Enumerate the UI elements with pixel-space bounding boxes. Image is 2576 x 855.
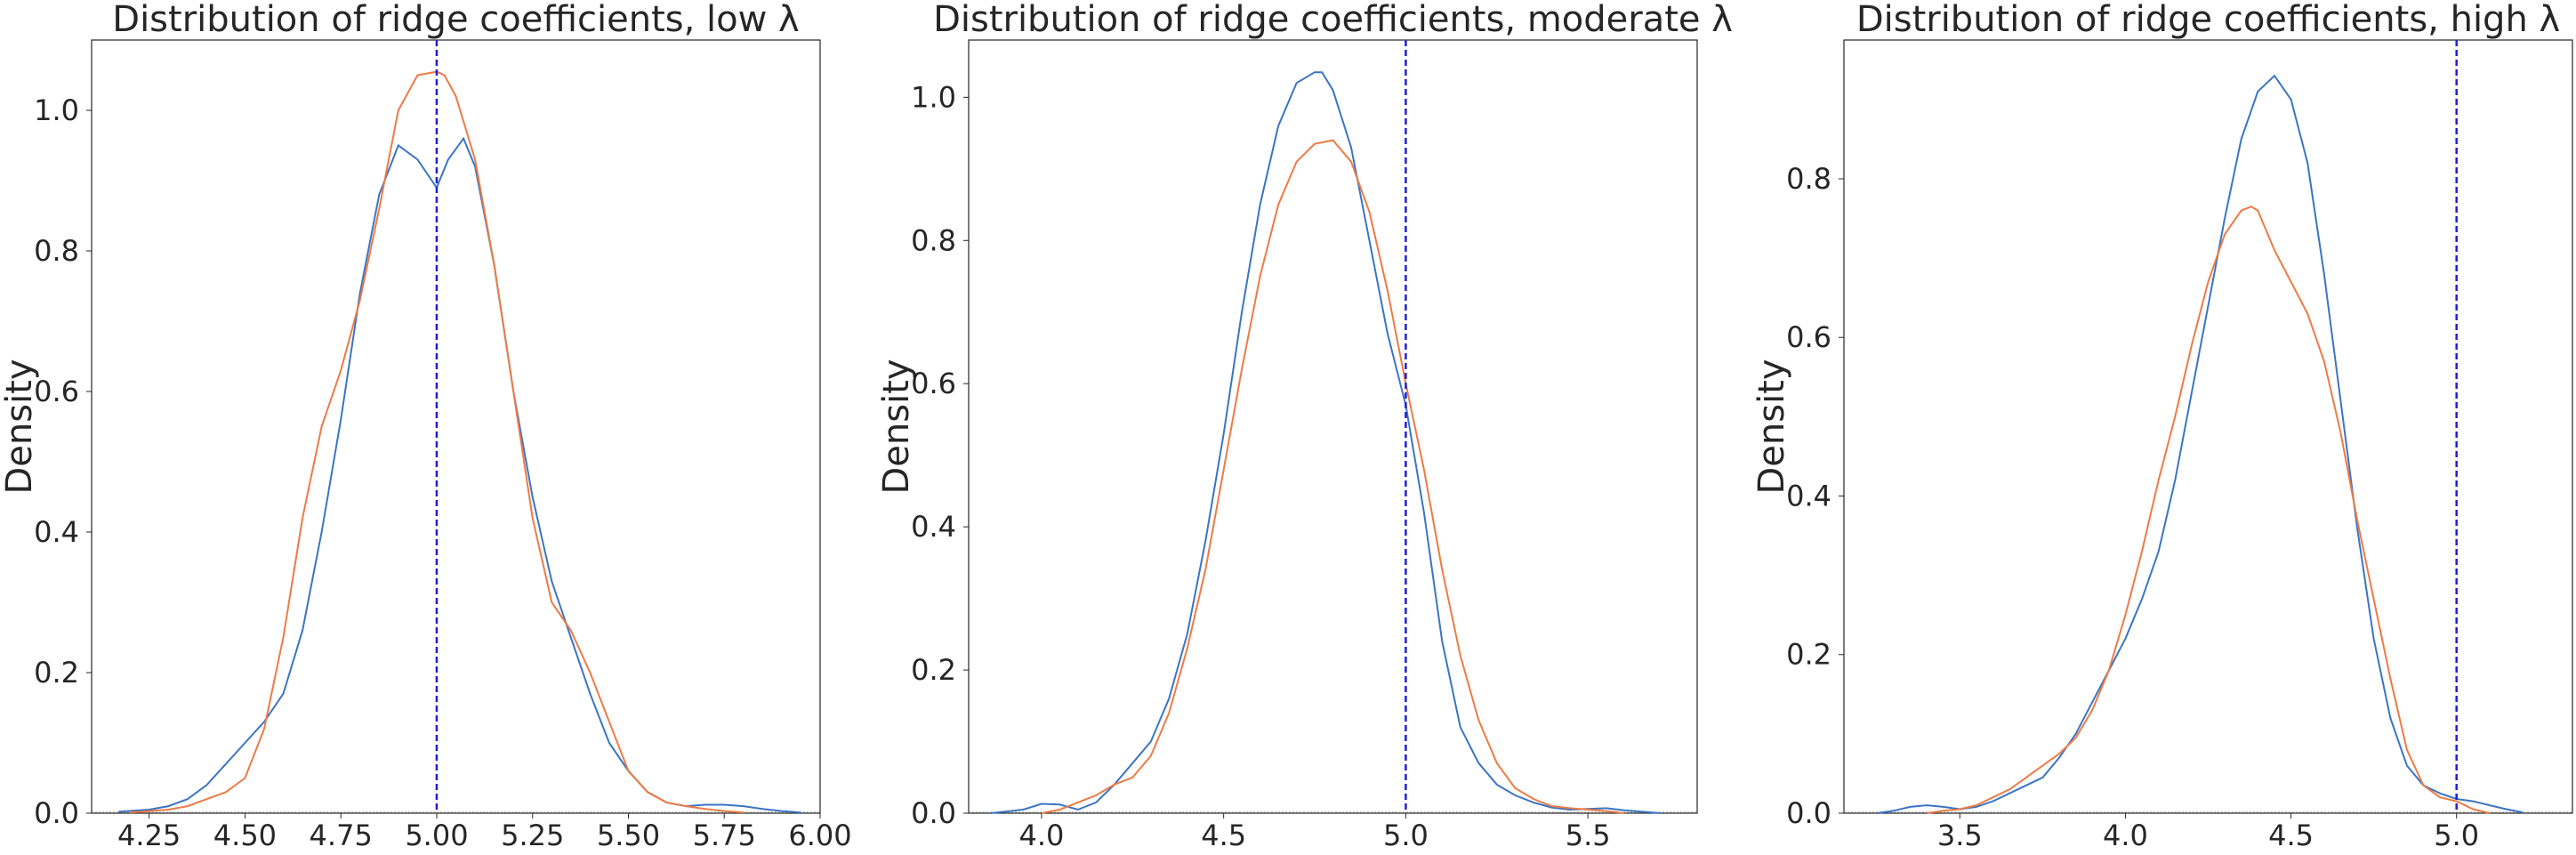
chart-title: Distribution of ridge coefficients, mode… xyxy=(933,0,1733,40)
x-tick-label: 5.00 xyxy=(405,819,468,852)
x-tick-label: 5.0 xyxy=(2434,819,2479,852)
subplot-1: Distribution of ridge coefficients, low … xyxy=(0,0,852,852)
y-tick-label: 0.4 xyxy=(34,515,79,549)
density-curve-1 xyxy=(1877,74,2524,814)
y-tick-label: 1.0 xyxy=(911,80,956,114)
plot-frame xyxy=(1843,39,2573,814)
x-tick-label: 4.50 xyxy=(213,819,277,852)
x-tick-label: 5.5 xyxy=(1566,819,1611,852)
y-tick-label: 0.4 xyxy=(1786,479,1831,512)
chart-title: Distribution of ridge coefficients, high… xyxy=(1856,0,2560,40)
x-tick-label: 4.0 xyxy=(1018,819,1064,852)
x-tick-label: 4.5 xyxy=(2268,819,2314,852)
x-tick-label: 3.5 xyxy=(1937,819,1983,852)
x-tick-label: 6.00 xyxy=(788,819,851,852)
density-curve-1 xyxy=(990,71,1662,814)
subplot-3: Distribution of ridge coefficients, high… xyxy=(1751,0,2573,852)
x-tick-label: 5.0 xyxy=(1383,819,1429,852)
density-curve-2 xyxy=(1926,206,2491,814)
x-tick-label: 4.5 xyxy=(1201,819,1246,852)
y-tick-label: 0.8 xyxy=(911,223,956,257)
y-tick-label: 1.0 xyxy=(34,93,79,127)
y-tick-label: 0.0 xyxy=(34,796,79,830)
y-tick-label: 0.6 xyxy=(1786,320,1831,354)
x-tick-label: 5.25 xyxy=(501,819,564,852)
x-tick-label: 4.0 xyxy=(2103,819,2148,852)
y-tick-label: 0.2 xyxy=(34,656,79,690)
y-tick-label: 0.0 xyxy=(1786,796,1831,830)
density-curve-1 xyxy=(118,136,801,814)
density-curve-2 xyxy=(130,70,744,814)
y-tick-label: 0.6 xyxy=(911,367,956,400)
y-axis-label: Density xyxy=(876,359,917,494)
y-tick-label: 0.4 xyxy=(911,510,956,544)
y-tick-label: 0.2 xyxy=(1786,638,1831,672)
y-tick-label: 0.2 xyxy=(911,653,956,687)
y-tick-label: 0.6 xyxy=(34,375,79,408)
plot-frame xyxy=(968,39,1698,814)
x-tick-label: 5.50 xyxy=(597,819,660,852)
x-tick-label: 5.75 xyxy=(693,819,756,852)
x-tick-label: 4.25 xyxy=(117,819,181,852)
y-tick-label: 0.8 xyxy=(1786,162,1831,196)
y-tick-label: 0.0 xyxy=(911,796,956,830)
chart-title: Distribution of ridge coefficients, low … xyxy=(112,0,799,40)
x-tick-label: 4.75 xyxy=(310,819,373,852)
density-curve-2 xyxy=(1041,139,1625,814)
y-axis-label: Density xyxy=(1751,359,1792,494)
y-axis-label: Density xyxy=(0,359,40,494)
y-tick-label: 0.8 xyxy=(34,234,79,268)
plot-frame xyxy=(91,39,821,814)
subplot-2: Distribution of ridge coefficients, mode… xyxy=(876,0,1733,852)
